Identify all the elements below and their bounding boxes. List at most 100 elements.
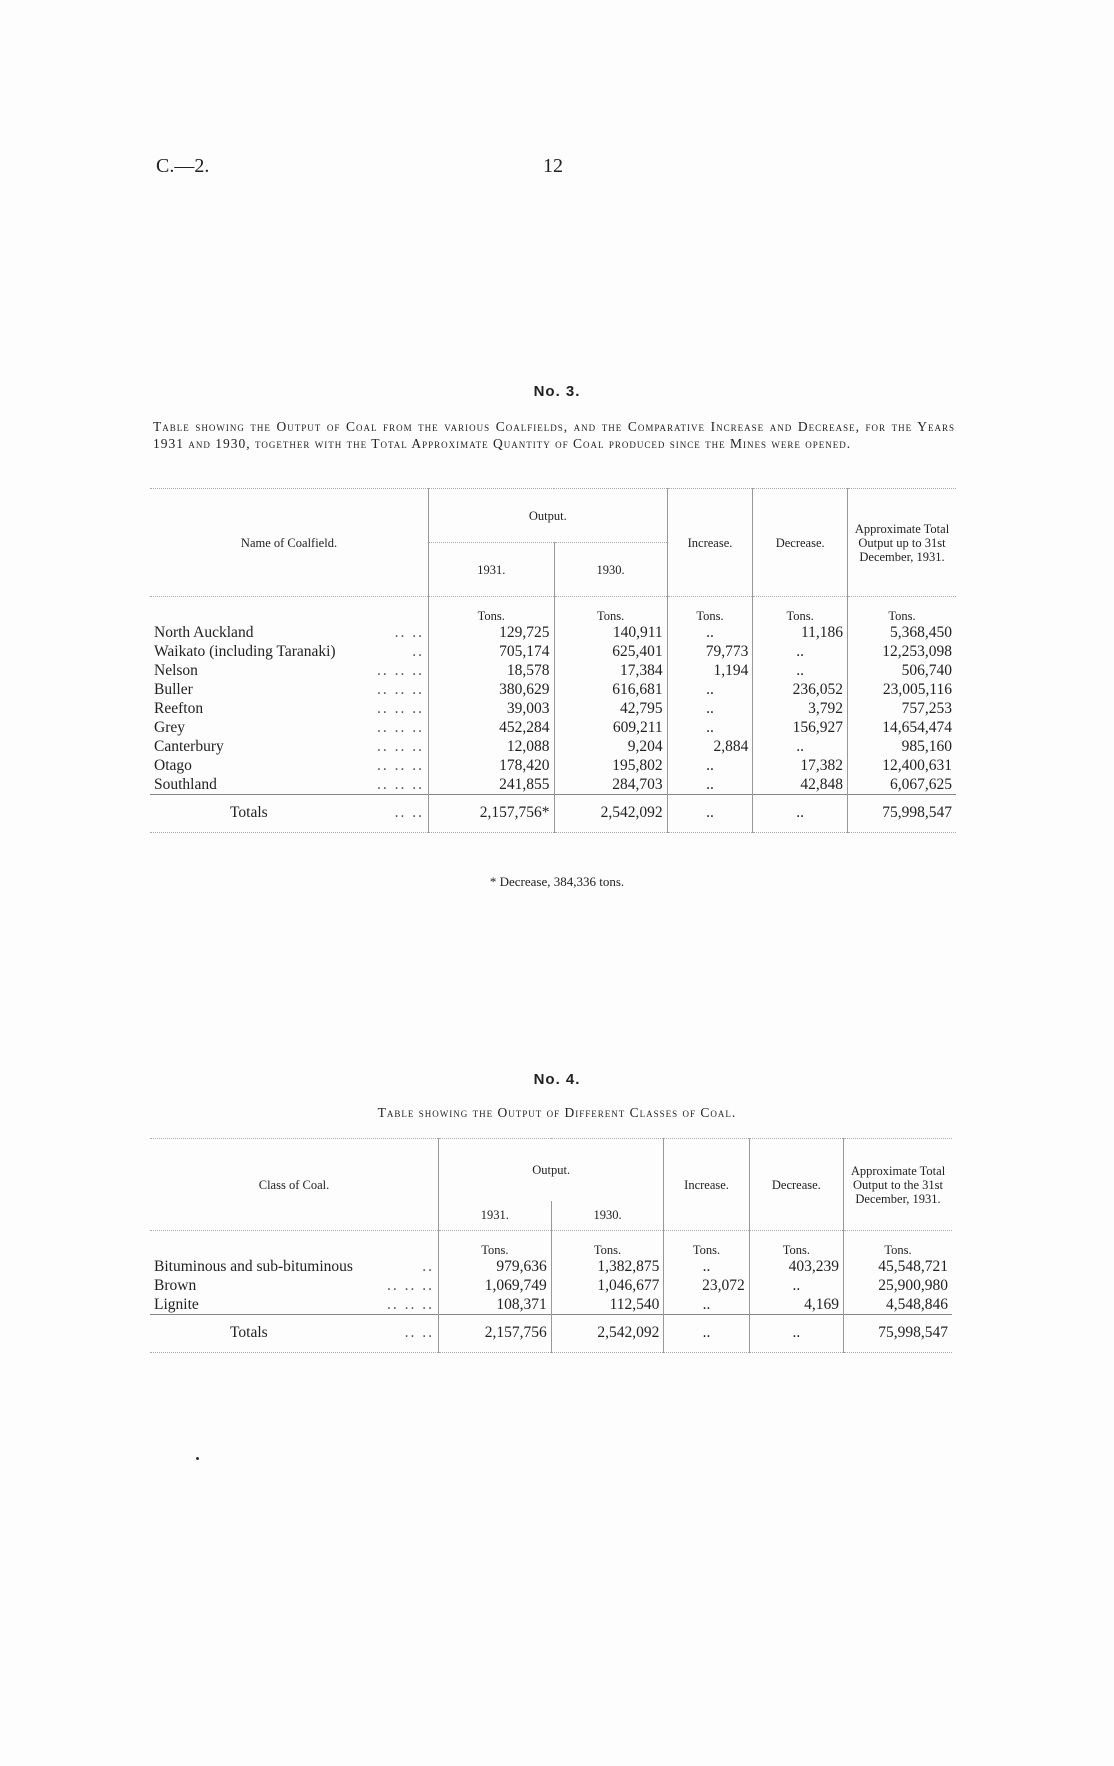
cell-y1931: 705,174 [428,642,554,661]
document-reference: C.—2. [156,155,210,177]
cell-decrease: 17,382 [752,756,848,775]
cell-increase: .. [666,680,753,699]
cell-y1930: 17,384 [553,661,668,680]
cell-total: 25,900,980 [843,1276,952,1295]
row-name: Waikato (including Taranaki) .. [154,643,424,660]
table3-number: No. 3. [533,383,581,400]
table-row: Canterbury .. .. .. 12,088 9,204 2,884.. 985… [150,737,956,756]
cell-y1931: 979,636 [438,1257,552,1276]
table3-caption: Table showing the Output of Coal from th… [153,419,955,451]
cell-increase: 23,072 [663,1276,750,1295]
page-number: 12 [543,155,563,177]
table-row: Buller .. .. .. 380,629 616,681.. 236,052 23… [150,680,956,699]
col-1931-header: 1931. [438,1200,552,1231]
row-name: Brown .. .. .. [154,1277,434,1294]
cell-total: 6,067,625 [847,775,956,795]
cell-total: 12,400,631 [847,756,956,775]
col-1930-header: 1930. [553,542,668,597]
row-name: Otago .. .. .. [154,757,424,774]
cell-y1930: 112,540 [550,1295,664,1315]
cell-y1930: 9,204 [553,737,668,756]
col-output-header: Output. [437,1138,664,1201]
cell-increase: .. [666,623,753,642]
cell-increase: .. [666,718,753,737]
cell-increase: .. [666,756,753,775]
cell-decrease: 403,239 [748,1257,844,1276]
cell-y1931: 12,088 [428,737,554,756]
table-row: Bituminous and sub-bituminous .. 979,636 1… [150,1257,952,1276]
cell-decrease: .. [748,1276,844,1295]
cell-y1930: 195,802 [553,756,668,775]
unit-label: Tons. [843,1230,952,1257]
cell-increase: 79,773 [666,642,753,661]
cell-y1930: 609,211 [553,718,668,737]
cell-increase: .. [666,775,753,795]
total-total: 75,998,547 [847,794,956,833]
row-name: Buller .. .. .. [154,681,424,698]
cell-y1931: 452,284 [428,718,554,737]
total-y1930: 2,542,092 [550,1314,664,1353]
totals-row: Totals .. .. 2,157,756* 2,542,092.... 75,99… [150,794,956,833]
table3: Name of Coalfield. Output. Increase. Dec… [150,488,956,833]
col-1931-header: 1931. [428,542,554,597]
col-decrease-header: Decrease. [752,488,848,597]
cell-y1931: 39,003 [428,699,554,718]
total-y1931: 2,157,756 [438,1314,552,1353]
cell-y1931: 380,629 [428,680,554,699]
table-row: Reefton .. .. .. 39,003 42,795.. 3,792 757,2… [150,699,956,718]
row-name: Lignite .. .. .. [154,1296,434,1313]
cell-increase: .. [663,1257,750,1276]
total-increase: .. [663,1314,750,1353]
cell-y1931: 129,725 [428,623,554,642]
total-total: 75,998,547 [843,1314,952,1353]
table3-footnote: * Decrease, 384,336 tons. [489,874,625,889]
cell-increase: .. [666,699,753,718]
cell-y1931: 18,578 [428,661,554,680]
cell-decrease: 236,052 [752,680,848,699]
table-row: Lignite .. .. .. 108,371 112,540.. 4,169 4,5… [150,1295,952,1315]
cell-total: 14,654,474 [847,718,956,737]
row-name: North Auckland .. .. [154,624,424,641]
col-increase-header: Increase. [663,1138,750,1231]
cell-total: 12,253,098 [847,642,956,661]
table4-caption: Table showing the Output of Different Cl… [377,1105,737,1120]
units-row: Tons. Tons. Tons. Tons. Tons. [150,596,956,623]
cell-decrease: 156,927 [752,718,848,737]
cell-increase: 1,194 [666,661,753,680]
col-total-header: Approximate Total Output to the 31st Dec… [843,1138,952,1231]
table4-number: No. 4. [533,1071,581,1088]
cell-y1931: 178,420 [428,756,554,775]
cell-decrease: .. [752,737,848,756]
cell-total: 757,253 [847,699,956,718]
table-row: Grey .. .. .. 452,284 609,211.. 156,927 14,6… [150,718,956,737]
cell-y1930: 1,382,875 [550,1257,664,1276]
totals-label: Totals .. .. [150,794,429,833]
table-row: Brown .. .. .. 1,069,749 1,046,677 23,072..… [150,1276,952,1295]
col-increase-header: Increase. [666,488,753,597]
col-decrease-header: Decrease. [748,1138,844,1231]
totals-row: Totals .. .. 2,157,756 2,542,092.... 75,998… [150,1314,952,1353]
cell-y1930: 140,911 [553,623,668,642]
total-y1931: 2,157,756* [428,794,554,833]
unit-label: Tons. [663,1230,750,1257]
cell-y1931: 108,371 [438,1295,552,1315]
row-name: Grey .. .. .. [154,719,424,736]
cell-total: 23,005,116 [847,680,956,699]
cell-total: 506,740 [847,661,956,680]
cell-y1931: 1,069,749 [438,1276,552,1295]
table4: Class of Coal. Output. Increase. Decreas… [150,1138,952,1353]
unit-label: Tons. [550,1230,664,1257]
unit-label: Tons. [428,596,554,623]
cell-total: 4,548,846 [843,1295,952,1315]
totals-label: Totals .. .. [150,1314,439,1353]
cell-increase: .. [663,1295,750,1315]
table-row: Otago .. .. .. 178,420 195,802.. 17,382 12,4… [150,756,956,775]
cell-y1930: 1,046,677 [550,1276,664,1295]
total-decrease: .. [752,794,848,833]
cell-decrease: 11,186 [752,623,848,642]
unit-label: Tons. [752,596,848,623]
cell-total: 5,368,450 [847,623,956,642]
total-decrease: .. [748,1314,844,1353]
col-total-header: Approximate Total Output up to 31st Dece… [847,488,956,597]
